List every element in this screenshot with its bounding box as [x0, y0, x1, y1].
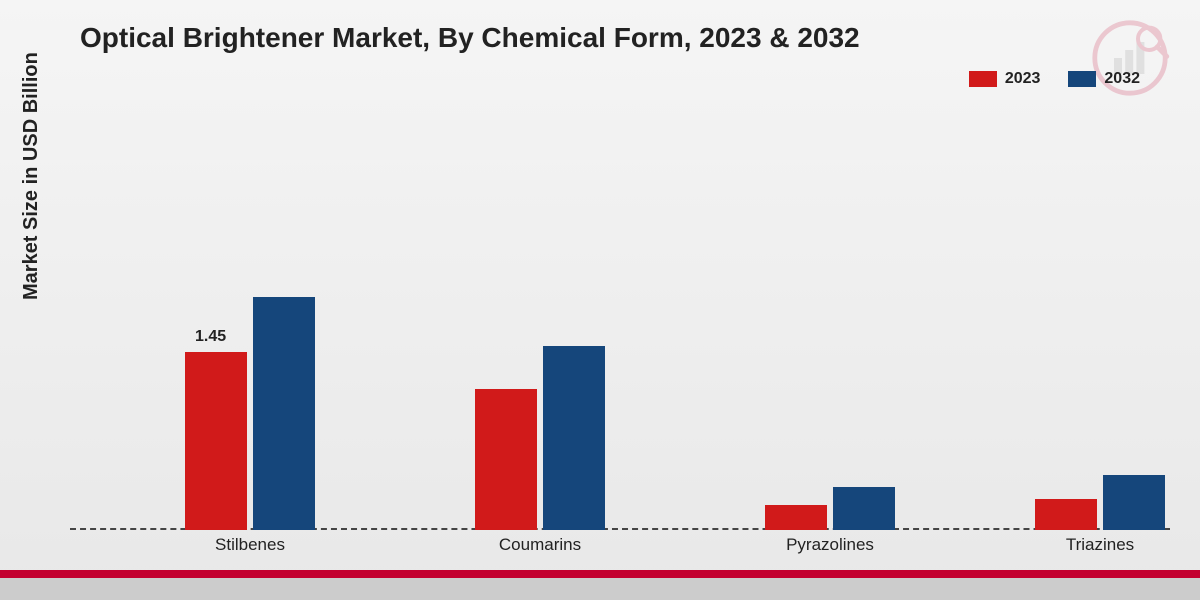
legend-swatch-2023	[969, 71, 997, 87]
chart-title: Optical Brightener Market, By Chemical F…	[80, 22, 860, 54]
legend-label-2023: 2023	[1005, 70, 1041, 88]
category-label: Coumarins	[499, 535, 581, 555]
legend-swatch-2032	[1068, 71, 1096, 87]
bar-group-pyrazolines	[730, 487, 930, 530]
legend: 2023 2032	[969, 70, 1140, 88]
bar-triazines-2023	[1035, 499, 1097, 530]
bar-triazines-2032	[1103, 475, 1165, 530]
category-label: Stilbenes	[215, 535, 285, 555]
legend-item-2023: 2023	[969, 70, 1041, 88]
bar-pyrazolines-2023	[765, 505, 827, 530]
chart-plot-area: 1.45	[70, 100, 1170, 530]
bar-pyrazolines-2032	[833, 487, 895, 530]
y-axis-label: Market Size in USD Billion	[20, 52, 43, 300]
bar-coumarins-2032	[543, 346, 605, 530]
footer-grey-strip	[0, 578, 1200, 600]
category-label: Triazines	[1066, 535, 1134, 555]
legend-label-2032: 2032	[1104, 70, 1140, 88]
bar-stilbenes-2023	[185, 352, 247, 530]
bar-group-stilbenes	[150, 297, 350, 530]
footer-red-strip	[0, 570, 1200, 578]
bar-stilbenes-2032	[253, 297, 315, 530]
bar-group-triazines	[1000, 475, 1200, 530]
legend-item-2032: 2032	[1068, 70, 1140, 88]
chart-page: Optical Brightener Market, By Chemical F…	[0, 0, 1200, 600]
category-label: Pyrazolines	[786, 535, 874, 555]
bar-coumarins-2023	[475, 389, 537, 530]
bar-group-coumarins	[440, 346, 640, 530]
